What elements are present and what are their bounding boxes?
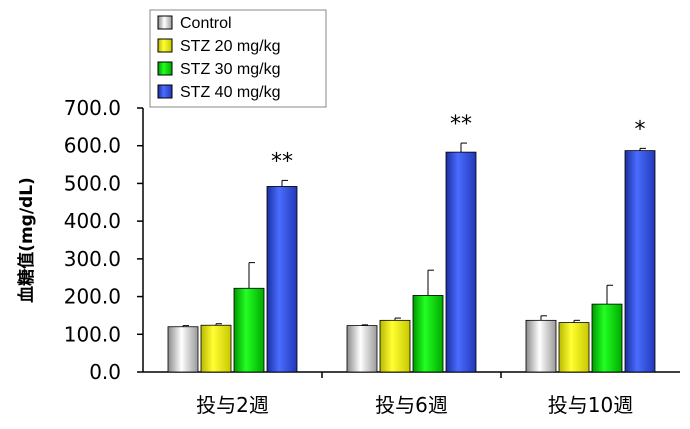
bars: **** * bbox=[167, 112, 656, 373]
bar bbox=[200, 324, 232, 373]
x-tick-label: 投与6週 bbox=[375, 393, 448, 417]
legend-label-control: Control bbox=[180, 15, 232, 32]
bar bbox=[167, 326, 199, 373]
legend-swatch-control bbox=[157, 15, 173, 30]
legend-label-stz-40: STZ 40 mg/kg bbox=[180, 84, 280, 101]
legend-item-control: Control bbox=[157, 15, 232, 32]
bar bbox=[233, 287, 265, 373]
bar bbox=[379, 319, 411, 373]
legend-item-stz-30: STZ 30 mg/kg bbox=[157, 61, 280, 78]
legend-item-stz-40: STZ 40 mg/kg bbox=[157, 84, 280, 101]
legend-label-stz-20: STZ 20 mg/kg bbox=[180, 38, 280, 55]
significance-marker: * bbox=[635, 117, 646, 142]
y-tick-label: 0.0 bbox=[89, 360, 121, 384]
legend-swatch-stz-30 bbox=[157, 61, 173, 76]
y-tick-label: 500.0 bbox=[64, 171, 121, 195]
bar bbox=[624, 150, 656, 373]
legend-swatch-stz-20 bbox=[157, 38, 173, 53]
y-tick-label: 100.0 bbox=[64, 322, 121, 346]
bar bbox=[445, 151, 477, 373]
y-tick-label: 700.0 bbox=[64, 96, 121, 120]
legend: Control STZ 20 mg/kg STZ 30 mg/kg STZ 40… bbox=[149, 9, 327, 108]
y-tick-label: 400.0 bbox=[64, 209, 121, 233]
bar bbox=[412, 295, 444, 373]
y-tick-label: 600.0 bbox=[64, 134, 121, 158]
legend-item-stz-20: STZ 20 mg/kg bbox=[157, 38, 280, 55]
bar bbox=[346, 325, 378, 373]
bar bbox=[525, 319, 557, 373]
bar bbox=[558, 322, 590, 373]
y-tick-label: 200.0 bbox=[64, 285, 121, 309]
x-tick-label: 投与10週 bbox=[548, 393, 633, 417]
significance-marker: ** bbox=[450, 112, 472, 137]
y-axis-title: 血糖值(mg/dL) bbox=[16, 177, 37, 303]
axes: 0.0 100.0 200.0 300.0 400.0 500.0 600.0 700.0 投与… bbox=[64, 96, 680, 417]
bar bbox=[591, 303, 623, 373]
y-tick-label: 300.0 bbox=[64, 247, 121, 271]
x-tick-label: 投与2週 bbox=[196, 393, 269, 417]
significance-marker: ** bbox=[271, 149, 293, 174]
bar bbox=[266, 186, 298, 373]
legend-label-stz-30: STZ 30 mg/kg bbox=[180, 61, 280, 78]
legend-box bbox=[149, 9, 327, 108]
legend-swatch-stz-40 bbox=[157, 84, 173, 99]
